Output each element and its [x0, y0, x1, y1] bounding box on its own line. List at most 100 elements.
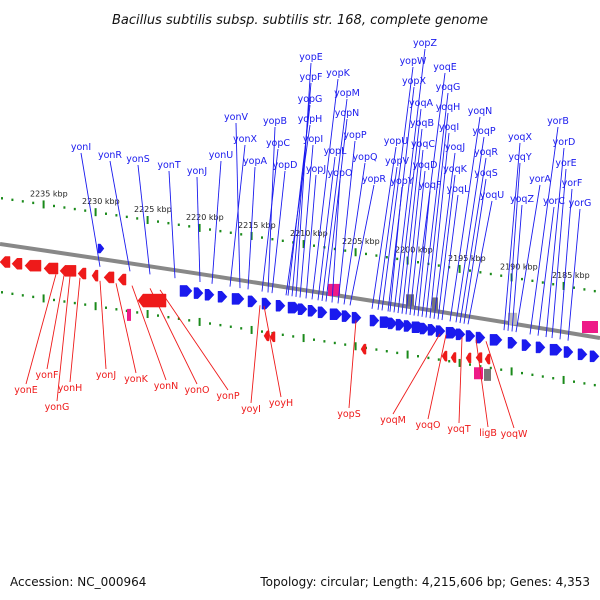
tick-mark: [177, 317, 180, 320]
scale-label: 2215 kbp: [238, 221, 276, 230]
tick-mark: [11, 292, 14, 296]
gene-label: yoqY: [508, 152, 531, 163]
gene-label: yopM: [334, 88, 360, 99]
reverse-gene-arrow: [465, 352, 472, 364]
tick-mark: [552, 283, 555, 286]
tick-mark: [583, 288, 586, 291]
leader-line: [235, 122, 241, 289]
leader-line: [247, 166, 256, 290]
tick-mark: [188, 319, 191, 322]
gene-label: yopH: [298, 114, 323, 125]
gene-label: yoqK: [443, 164, 467, 175]
gene-label: yopW: [400, 56, 427, 67]
reverse-gene-arrow: [11, 258, 23, 270]
tick-mark: [125, 309, 128, 313]
leader-line: [551, 168, 567, 339]
tick-mark: [250, 231, 253, 240]
leader-line: [311, 78, 339, 300]
tick-mark: [73, 207, 76, 211]
forward-gene-arrow: [217, 291, 228, 303]
forward-gene-arrow: [403, 320, 414, 332]
forward-gene-arrow: [535, 341, 546, 354]
tick-mark: [313, 244, 315, 247]
tick-mark: [489, 366, 492, 370]
gene-label: yopP: [343, 130, 366, 141]
forward-gene-arrow: [261, 297, 272, 310]
leader-line: [56, 276, 71, 402]
tick-mark: [105, 212, 107, 215]
gene-label: yonJ: [187, 166, 207, 177]
leader-line: [263, 305, 282, 398]
tick-mark: [510, 367, 513, 376]
tick-mark: [73, 301, 76, 305]
gene-label: yopL: [324, 146, 347, 157]
scale-label: 2230 kbp: [82, 197, 120, 206]
gene-label: yorB: [547, 116, 569, 127]
gene-label: yoqH: [436, 102, 461, 113]
tick-mark: [469, 363, 471, 366]
leader-line: [545, 147, 565, 338]
leader-line: [295, 62, 312, 297]
forward-gene-arrow: [475, 331, 486, 344]
gene-label: yonO: [185, 385, 210, 396]
forward-gene-arrow: [179, 285, 193, 297]
tick-mark: [157, 220, 159, 223]
leader-line: [405, 149, 424, 315]
tick-mark: [333, 341, 336, 345]
forward-gene-arrow: [549, 343, 563, 356]
gene-label: yopB: [263, 116, 287, 127]
tick-mark: [261, 236, 263, 239]
reverse-gene-arrow: [263, 330, 270, 342]
tick-mark: [292, 335, 295, 338]
tick-mark: [94, 302, 97, 311]
forward-gene-arrow: [427, 324, 438, 336]
leader-line: [299, 144, 314, 298]
gene-label: yoqS: [474, 168, 498, 179]
tick-mark: [313, 338, 315, 341]
tick-mark: [562, 375, 565, 384]
tick-mark: [489, 272, 492, 276]
tick-mark: [437, 264, 440, 267]
gene-label: yopK: [326, 68, 350, 79]
tick-mark: [1, 291, 3, 294]
gene-label: yoyH: [269, 398, 293, 409]
gene-label: yoqE: [433, 62, 456, 73]
gene-label: yoqM: [380, 415, 406, 426]
leader-line: [417, 190, 431, 317]
leader-line: [317, 156, 336, 301]
rna-feature: [474, 367, 483, 380]
leader-line: [467, 200, 493, 325]
leader-line: [271, 170, 286, 294]
reverse-gene-arrow: [269, 331, 276, 343]
reverse-gene-arrow: [117, 273, 127, 286]
forward-gene-arrow: [204, 289, 215, 301]
leader-line: [511, 204, 523, 332]
tick-mark: [63, 206, 66, 209]
tick-mark: [188, 225, 191, 228]
tick-mark: [562, 281, 565, 290]
leader-line: [537, 206, 555, 336]
gene-label: yopD: [273, 160, 298, 171]
forward-gene-arrow: [465, 330, 476, 342]
gene-label: yoqX: [508, 132, 532, 143]
leader-line: [459, 157, 487, 324]
leader-line: [559, 188, 573, 340]
gene-label: yoqD: [413, 160, 438, 171]
tick-mark: [177, 223, 180, 226]
pseudo-feature: [406, 294, 414, 307]
rna-feature: [582, 321, 598, 334]
pseudo-feature: [432, 297, 438, 312]
gene-label: yonN: [154, 381, 179, 392]
forward-gene-arrow: [97, 243, 105, 254]
tick-mark: [531, 373, 534, 377]
tick-mark: [146, 310, 149, 319]
leader-line: [348, 320, 357, 409]
tick-mark: [500, 274, 503, 277]
tick-mark: [250, 325, 253, 334]
tick-mark: [385, 350, 388, 353]
reverse-gene-arrow: [43, 262, 59, 275]
forward-gene-arrow: [387, 317, 398, 330]
forward-gene-arrow: [489, 334, 503, 346]
